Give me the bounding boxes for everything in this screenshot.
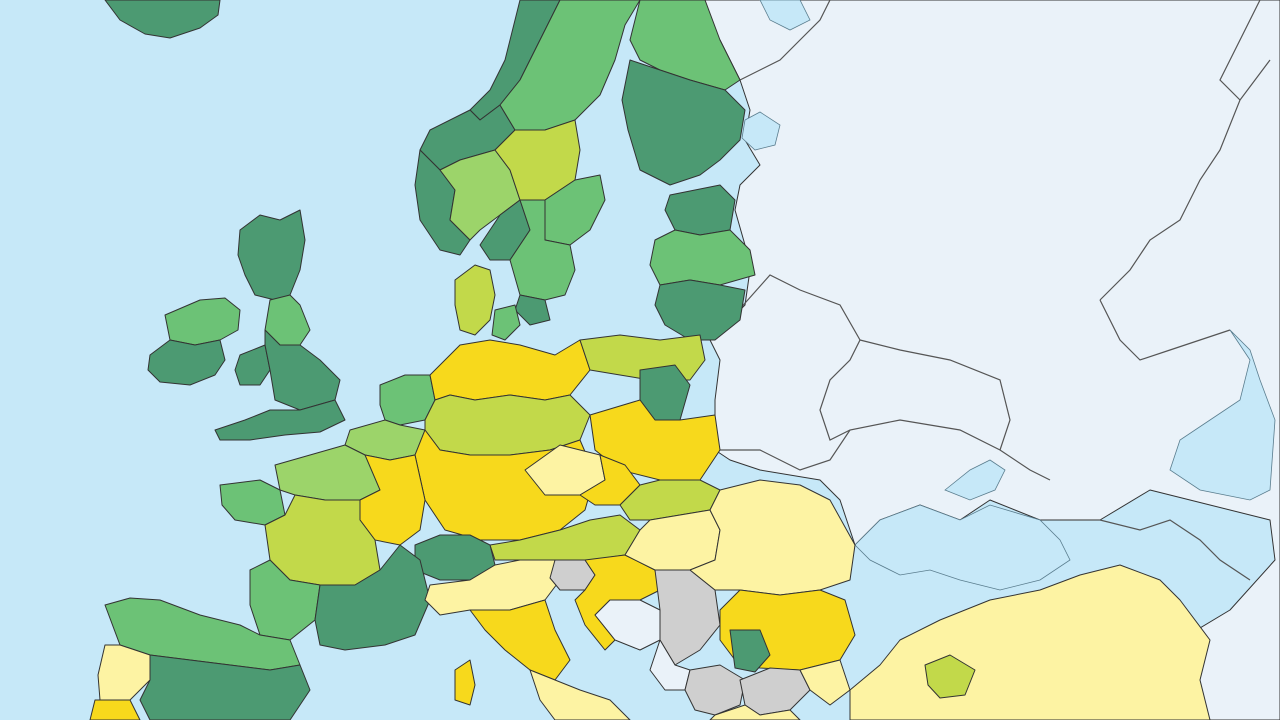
iceland-landmass <box>104 0 221 39</box>
italy-center <box>469 599 571 681</box>
italy-north <box>424 559 561 616</box>
eastern-border-5 <box>1099 299 1231 361</box>
region-czechia <box>524 444 641 506</box>
region-iceland <box>104 0 221 39</box>
region-sweden <box>494 0 641 326</box>
eastern-landmass <box>699 0 1280 720</box>
region-poland <box>579 334 721 481</box>
region-greece <box>709 659 851 720</box>
latvia <box>649 229 756 286</box>
denmark-jutland <box>454 264 496 336</box>
greece-thrace <box>799 659 851 706</box>
region-hungary-romania <box>619 479 856 596</box>
lake-ladoga <box>741 111 781 151</box>
eastern-border-1 <box>715 419 1051 481</box>
england-south <box>214 399 346 441</box>
eastern-border-4 <box>1099 59 1271 301</box>
eastern-border-6 <box>1219 0 1261 101</box>
black-sea <box>854 504 1071 591</box>
scotland <box>237 209 306 301</box>
region-turkey <box>849 564 1211 720</box>
finland-south <box>621 59 746 186</box>
bosnia <box>594 599 661 651</box>
region-benelux <box>344 374 436 461</box>
sardinia <box>454 659 476 706</box>
region-ireland <box>147 297 241 386</box>
eastern-border-8 <box>739 0 831 81</box>
region-baltics <box>649 184 756 341</box>
czechia-moravia <box>579 454 641 506</box>
italy-south <box>529 669 631 720</box>
region-iberia <box>89 597 311 720</box>
azov-sea <box>944 459 1006 501</box>
region-eastern-europe <box>699 0 1280 720</box>
spain-central <box>139 654 311 720</box>
white-sea <box>759 0 811 31</box>
eastern-border-7 <box>1060 519 1251 581</box>
region-italy <box>424 559 631 720</box>
eastern-border-3 <box>859 339 1011 451</box>
region-great-britain <box>214 209 346 441</box>
macedonia-albania <box>684 664 746 716</box>
region-western-balkans <box>594 569 746 716</box>
portugal-north <box>97 644 151 701</box>
greece-south <box>709 704 801 720</box>
region-germany <box>414 339 596 541</box>
turkey-central-highlight <box>924 654 976 699</box>
denmark-islands <box>491 304 521 341</box>
portugal-south <box>89 699 141 720</box>
sweden-south <box>509 199 576 301</box>
region-bulgaria <box>719 589 856 673</box>
region-finland <box>621 0 746 186</box>
bulgaria-west <box>729 629 771 673</box>
region-denmark <box>454 264 521 341</box>
eastern-border-2 <box>729 274 861 441</box>
region-france <box>219 444 431 651</box>
lithuania <box>654 279 746 341</box>
france-south <box>314 544 431 651</box>
ireland-south <box>147 339 226 386</box>
caspian-sea <box>1169 329 1276 501</box>
